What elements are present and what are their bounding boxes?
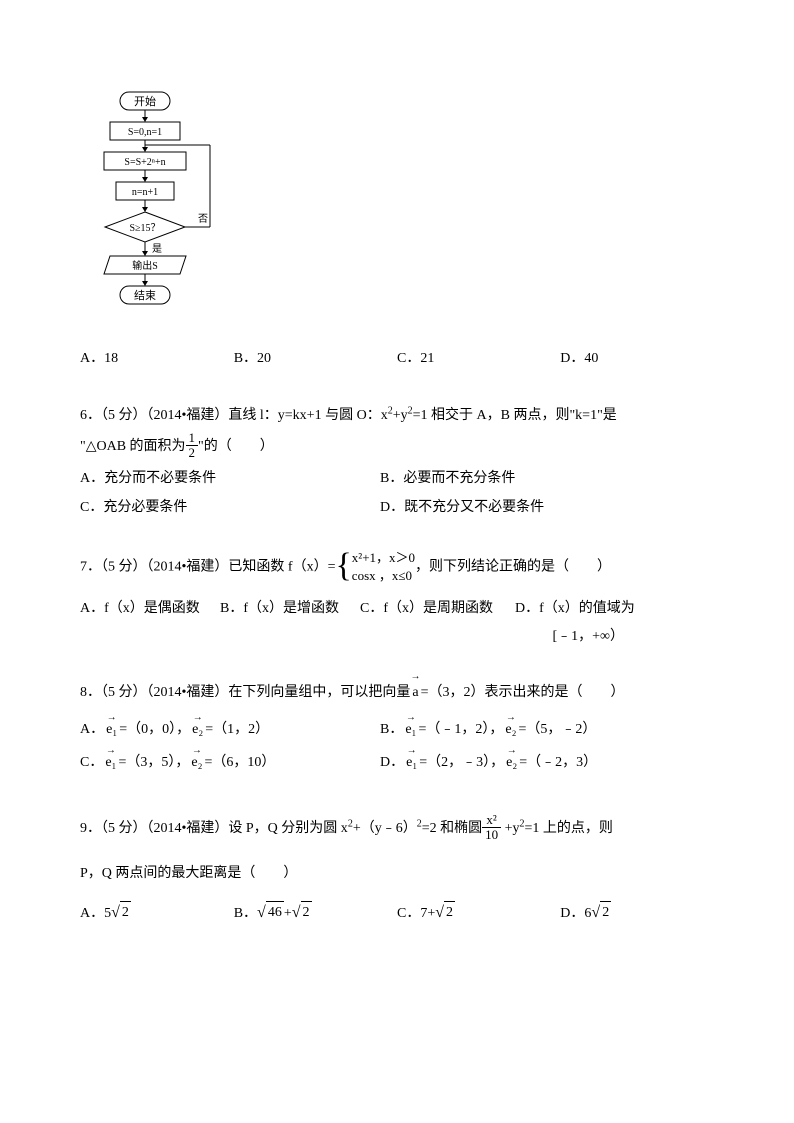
question-7: 7．（5 分）（2014•福建）已知函数 f（x）={x²+1，x＞0cosx … xyxy=(80,549,714,648)
flow-start: 开始 xyxy=(134,94,156,108)
q9-opt-a: A．5√2 xyxy=(80,900,234,926)
flow-output: 输出S xyxy=(132,259,158,272)
q6-stem-3: =1 相交于 A，B 两点，则"k=1"是 xyxy=(413,408,617,423)
q8-opt-d: D．→e₁=（2，﹣3），→e₂=（﹣2，3） xyxy=(380,752,714,774)
q6-opt-d: D．既不充分又不必要条件 xyxy=(380,497,714,519)
q8-opt-c: C．→e₁=（3，5），→e₂=（6，10） xyxy=(80,752,380,774)
q8-stem-2: =（3，2）表示出来的是（ ） xyxy=(421,685,625,700)
q9-stem-1: 9．（5 分）（2014•福建）设 P，Q 分别为圆 x xyxy=(80,821,348,836)
q7-case1: x²+1，x＞0 xyxy=(352,549,415,567)
q6-stem-1: 6．（5 分）（2014•福建）直线 l：y=kx+1 与圆 O：x xyxy=(80,408,388,423)
q9-stem-3: =2 和椭圆 xyxy=(422,821,482,836)
q8-vec-a: →a xyxy=(410,678,420,709)
q9-opt-d: D．6√2 xyxy=(560,900,714,926)
q9-stem-5: =1 上的点，则 xyxy=(525,821,613,836)
q7-opt-b: B．f（x）是增函数 xyxy=(220,598,360,620)
q6-stem-4: "△OAB 的面积为 xyxy=(80,439,186,454)
flow-no: 否 xyxy=(198,213,208,225)
q8-opt-b: B．→e₁=（﹣1，2），→e₂=（5，﹣2） xyxy=(380,719,714,741)
q6-fraction: 12 xyxy=(186,431,199,461)
q6-opt-c: C．充分必要条件 xyxy=(80,497,380,519)
q6-opt-a: A．充分而不必要条件 xyxy=(80,468,380,490)
q7-opt-a: A．f（x）是偶函数 xyxy=(80,598,220,620)
q9-fraction: x²10 xyxy=(482,813,501,843)
q8-stem-1: 8．（5 分）（2014•福建）在下列向量组中，可以把向量 xyxy=(80,685,410,700)
flowchart-diagram: 开始 S=0,n=1 S=S+2ⁿ+n n=n+1 S≥15？ 否 是 输出S xyxy=(80,90,714,328)
flowchart-svg: 开始 S=0,n=1 S=S+2ⁿ+n n=n+1 S≥15？ 否 是 输出S xyxy=(80,90,230,320)
q5-opt-b: B．20 xyxy=(234,348,397,370)
question-8: 8．（5 分）（2014•福建）在下列向量组中，可以把向量→a=（3，2）表示出… xyxy=(80,678,714,774)
q7-stem-1: 7．（5 分）（2014•福建）已知函数 f（x）= xyxy=(80,560,335,575)
q9-opt-c: C．7+√2 xyxy=(397,900,560,926)
q5-opt-d: D．40 xyxy=(560,348,714,370)
q7-case2: cosx ，x≤0 xyxy=(352,567,415,585)
q7-opt-d-range: [﹣1，+∞） xyxy=(80,626,714,648)
q5-opt-c: C．21 xyxy=(397,348,560,370)
flow-end: 结束 xyxy=(134,289,156,302)
q8-opt-a: A．→e₁=（0，0），→e₂=（1，2） xyxy=(80,719,380,741)
q7-piecewise: {x²+1，x＞0cosx ，x≤0 xyxy=(335,549,415,585)
q9-stem-2: +（y﹣6） xyxy=(353,821,417,836)
flow-cond: S≥15？ xyxy=(129,223,160,234)
flow-yes: 是 xyxy=(152,243,162,255)
flow-init: S=0,n=1 xyxy=(128,127,162,138)
q7-stem-2: ，则下列结论正确的是（ ） xyxy=(415,560,611,575)
q7-opt-c: C．f（x）是周期函数 xyxy=(360,598,515,620)
flow-step2: n=n+1 xyxy=(132,187,158,198)
q9-opt-b: B．√46+√2 xyxy=(234,900,397,926)
q6-stem-5: "的（ ） xyxy=(198,439,274,454)
flow-step1: S=S+2ⁿ+n xyxy=(124,157,165,168)
q9-stem-6: P，Q 两点间的最大距离是（ ） xyxy=(80,859,714,890)
q9-stem-4: +y xyxy=(501,821,519,836)
q5-opt-a: A．18 xyxy=(80,348,234,370)
question-6: 6．（5 分）（2014•福建）直线 l：y=kx+1 与圆 O：x2+y2=1… xyxy=(80,401,714,519)
question-9: 9．（5 分）（2014•福建）设 P，Q 分别为圆 x2+（y﹣6）2=2 和… xyxy=(80,814,714,925)
q5-options: A．18 B．20 C．21 D．40 xyxy=(80,348,714,370)
q6-opt-b: B．必要而不充分条件 xyxy=(380,468,714,490)
q7-opt-d: D．f（x）的值域为 xyxy=(515,598,714,620)
q6-stem-2: +y xyxy=(393,408,408,423)
